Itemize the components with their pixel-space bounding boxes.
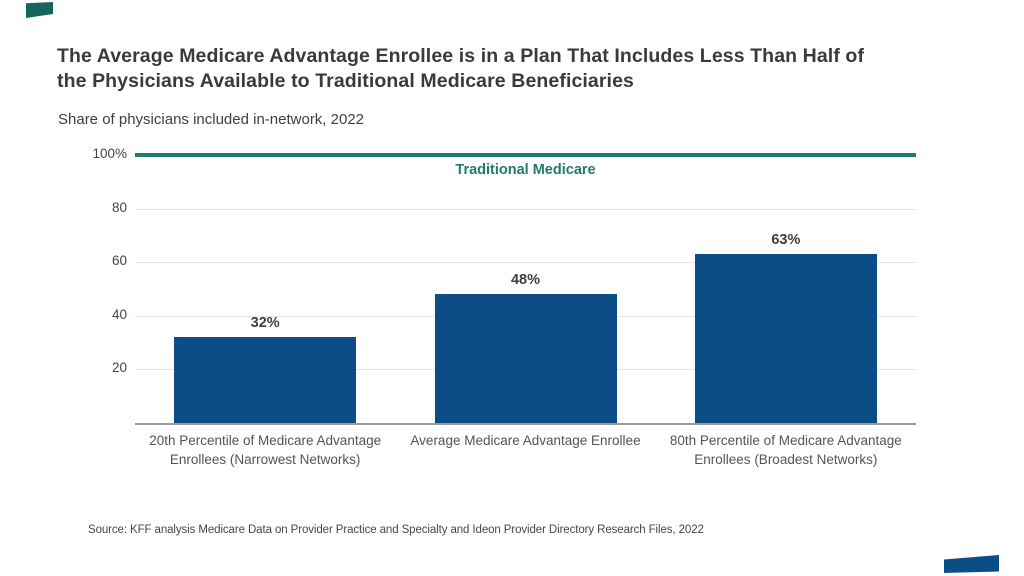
ytick-label-20: 20 <box>111 360 127 376</box>
bar-3 <box>694 254 877 423</box>
traditional-medicare-label: Traditional Medicare <box>455 162 596 178</box>
source-note: Source: KFF analysis Medicare Data on Pr… <box>88 524 704 536</box>
ytick-label-80: 80 <box>111 199 127 215</box>
gridline-60 <box>135 262 916 264</box>
chart-title-line-2: the Physicians Available to Traditional … <box>57 70 634 92</box>
chart-subtitle: Share of physicians included in-network,… <box>58 111 365 128</box>
traditional-medicare-reference-line <box>135 153 916 157</box>
ytick-label-40: 40 <box>111 306 127 322</box>
plot-area: Traditional Medicare 32% 48% 63% <box>135 153 916 425</box>
chart-title: The Average Medicare Advantage Enrollee … <box>57 44 967 94</box>
bar-value-label-3: 63% <box>771 232 801 249</box>
bar-1 <box>174 337 357 423</box>
category-label-1: 20th Percentile of Medicare Advantage En… <box>149 433 382 467</box>
bar-value-label-2: 48% <box>510 272 541 289</box>
chart-title-line-1: The Average Medicare Advantage Enrollee … <box>57 45 865 67</box>
category-label-3: 80th Percentile of Medicare Advantage En… <box>669 433 902 467</box>
ytick-label-60: 60 <box>111 253 127 269</box>
corner-accent-bottom-right-icon <box>944 555 999 573</box>
category-label-2: Average Medicare Advantage Enrollee <box>410 433 641 448</box>
ytick-label-100: 100% <box>92 146 127 161</box>
bar-2 <box>434 294 617 423</box>
corner-accent-top-left-icon <box>26 2 53 18</box>
gridline-80 <box>135 208 916 210</box>
x-axis-labels: 20th Percentile of Medicare Advantage En… <box>135 431 916 503</box>
bar-value-label-1: 32% <box>250 315 280 332</box>
y-axis-labels: 20 40 60 80 100% <box>55 146 127 423</box>
